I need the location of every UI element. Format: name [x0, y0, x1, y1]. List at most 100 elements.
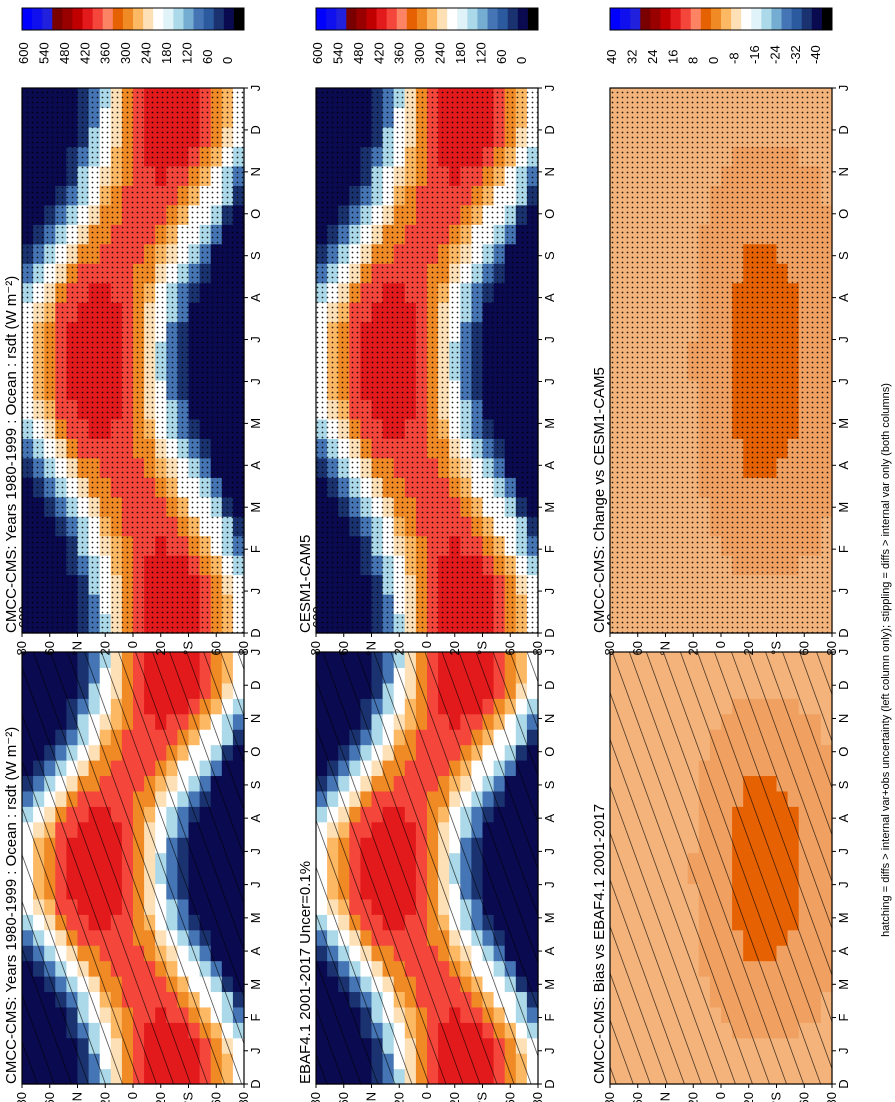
colorbar-swatch: [213, 8, 225, 30]
month-label: D: [542, 628, 557, 637]
month-label: S: [248, 780, 263, 789]
colorbar-swatch: [193, 8, 205, 30]
month-label: F: [836, 545, 851, 553]
colorbar-label: 480: [57, 42, 72, 64]
lat-label: 80: [530, 1092, 545, 1102]
month-label: A: [248, 813, 263, 822]
panel-title: CMCC-CMS: Years 1980-1999 : Ocean : rsdt…: [3, 727, 20, 1084]
colorbar-swatch: [406, 8, 418, 30]
month-label: M: [836, 502, 851, 513]
month-label: J: [248, 336, 263, 343]
month-label: J: [542, 378, 557, 385]
colorbar-label: 240: [433, 42, 448, 64]
colorbar-swatch: [517, 8, 529, 30]
colorbar-swatch: [133, 8, 144, 30]
colorbar-swatch: [92, 8, 104, 30]
panel-title: CMCC-CMS: Change vs CESM1-CAM5: [591, 367, 608, 633]
colorbar-swatch: [416, 8, 428, 30]
colorbar-swatch: [112, 8, 124, 30]
month-label: J: [542, 881, 557, 888]
month-label: D: [248, 681, 263, 690]
lat-label: 0: [125, 641, 140, 648]
colorbar-swatch: [366, 8, 378, 30]
lat-label: °N: [364, 1092, 379, 1102]
lat-label: 60: [502, 641, 517, 655]
colorbar-swatch: [527, 8, 539, 30]
month-label: A: [542, 813, 557, 822]
colorbar-label: 540: [36, 42, 51, 64]
month-label: D: [248, 125, 263, 134]
colorbar-label: 16: [665, 50, 680, 64]
colorbar-swatch: [741, 8, 752, 30]
colorbar-swatch: [356, 8, 367, 30]
lat-label: 60: [630, 641, 645, 655]
month-label: M: [836, 912, 851, 923]
hatching-overlay: [316, 652, 538, 1084]
lat-label: °N: [658, 1092, 673, 1102]
colorbar-swatch: [710, 8, 722, 30]
month-label: M: [248, 418, 263, 429]
month-label: S: [542, 780, 557, 789]
colorbar-label: 240: [139, 42, 154, 64]
lat-label: 20: [97, 1092, 112, 1102]
lat-label: 20: [741, 641, 756, 655]
colorbar-swatch: [610, 8, 621, 30]
lat-label: 60: [630, 1092, 645, 1102]
colorbar-swatch: [223, 8, 235, 30]
month-label: S: [836, 251, 851, 260]
colorbar-swatch: [650, 8, 661, 30]
month-label: J: [836, 881, 851, 888]
colorbar-swatch: [173, 8, 184, 30]
lat-label: 20: [97, 641, 112, 655]
lat-label: 60: [796, 1092, 811, 1102]
colorbar-label: 360: [392, 42, 407, 64]
month-label: D: [248, 1079, 263, 1088]
month-label: A: [836, 946, 851, 955]
colorbar-swatch: [22, 8, 33, 30]
lat-label: °N: [70, 1092, 85, 1102]
colorbar-swatch: [122, 8, 134, 30]
stippling-overlay: [22, 88, 244, 633]
colorbar-swatch: [761, 8, 772, 30]
colorbar-swatch: [680, 8, 692, 30]
lat-label: °S: [769, 641, 784, 655]
month-label: D: [836, 125, 851, 134]
colorbar-label: -24: [767, 45, 782, 64]
lat-label: °N: [658, 641, 673, 656]
colorbar-swatch: [72, 8, 84, 30]
lat-label: 80: [236, 1092, 251, 1102]
colorbar-swatch: [791, 8, 803, 30]
colorbar-swatch: [183, 8, 195, 30]
colorbar-swatch: [82, 8, 94, 30]
colorbar-swatch: [62, 8, 73, 30]
panel-title: EBAF4.1 2001-2017 Uncer=0.1%: [297, 861, 314, 1084]
month-label: D: [836, 681, 851, 690]
colorbar-swatch: [620, 8, 631, 30]
lat-label: 20: [685, 641, 700, 655]
month-label: N: [836, 167, 851, 176]
lat-label: 60: [502, 1092, 517, 1102]
colorbar-swatch: [102, 8, 114, 30]
stippling-overlay: [316, 88, 538, 633]
colorbar-swatch: [396, 8, 408, 30]
colorbar-label: 420: [371, 42, 386, 64]
colorbar-label: 300: [412, 42, 427, 64]
month-label: M: [836, 418, 851, 429]
month-label: F: [542, 1014, 557, 1022]
month-label: N: [542, 167, 557, 176]
month-label: A: [542, 946, 557, 955]
month-label: A: [248, 293, 263, 302]
lat-label: °S: [475, 641, 490, 655]
month-label: J: [542, 1048, 557, 1055]
colorbar-swatch: [690, 8, 702, 30]
month-label: A: [836, 461, 851, 470]
colorbar-label: 480: [351, 42, 366, 64]
month-label: M: [248, 979, 263, 990]
lat-label: 80: [308, 1092, 323, 1102]
colorbar-frame: [609, 7, 833, 31]
lat-label: 20: [741, 1092, 756, 1102]
